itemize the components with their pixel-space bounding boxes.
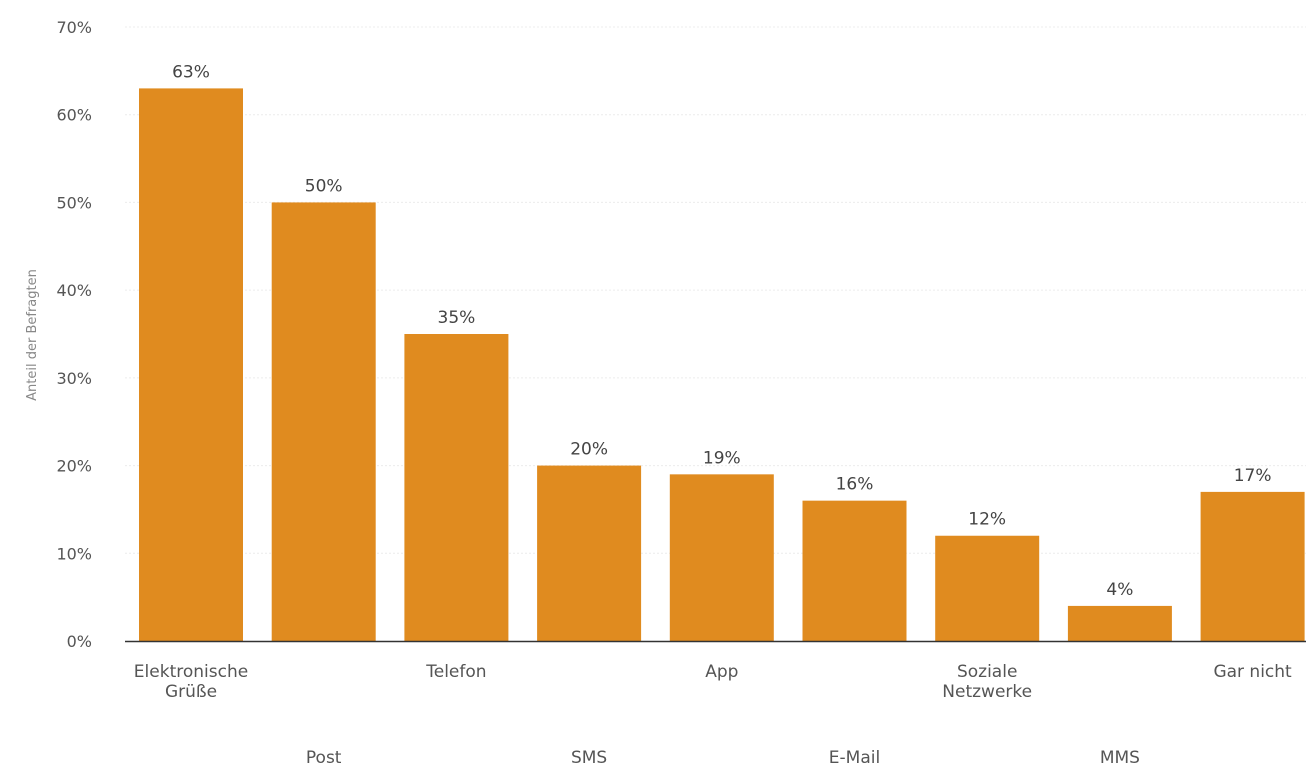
x-tick-label: Post bbox=[306, 748, 342, 768]
data-label: 12% bbox=[968, 510, 1006, 530]
bar bbox=[669, 474, 774, 641]
x-tick-label: Gar nicht bbox=[1213, 662, 1292, 682]
y-tick-label: 20% bbox=[56, 457, 92, 476]
y-tick-label: 10% bbox=[56, 544, 92, 563]
y-tick-label: 70% bbox=[56, 18, 92, 37]
data-label: 63% bbox=[172, 62, 210, 82]
x-tick-label: Elektronische Grüße bbox=[134, 662, 248, 702]
bar bbox=[139, 88, 243, 641]
y-axis: 0% 10% 20% 30% 40% 50% 60% 70% bbox=[56, 18, 92, 651]
value-labels: 63% 50% 35% 20% 19% 16% 12% 4% 17% bbox=[172, 62, 1271, 600]
bar bbox=[537, 465, 642, 641]
x-tick-label: App bbox=[705, 662, 738, 682]
data-label: 19% bbox=[703, 448, 741, 468]
y-tick-label: 50% bbox=[56, 193, 92, 212]
bar bbox=[1067, 605, 1172, 641]
y-axis-label: Anteil der Befragten bbox=[25, 269, 40, 401]
bar bbox=[271, 202, 376, 641]
bar bbox=[802, 500, 907, 641]
x-axis: Elektronische Grüße Post Telefon SMS App E-Mai… bbox=[125, 640, 1306, 768]
data-label: 4% bbox=[1106, 580, 1133, 600]
x-tick-label: Telefon bbox=[425, 662, 486, 682]
data-label: 17% bbox=[1234, 466, 1272, 486]
x-tick-label: E-Mail bbox=[829, 748, 880, 768]
y-tick-label: 30% bbox=[56, 369, 92, 388]
data-label: 50% bbox=[305, 176, 343, 196]
data-label: 35% bbox=[438, 308, 476, 328]
bar bbox=[404, 334, 509, 641]
y-tick-label: 0% bbox=[67, 632, 92, 651]
y-tick-label: 60% bbox=[56, 106, 92, 125]
bars bbox=[139, 88, 1305, 641]
bar bbox=[1200, 491, 1305, 641]
data-label: 16% bbox=[836, 475, 874, 495]
x-tick-label: SMS bbox=[571, 748, 607, 768]
data-label: 20% bbox=[570, 440, 608, 460]
x-tick-label: MMS bbox=[1100, 748, 1140, 768]
x-tick-label: Soziale Netzwerke bbox=[942, 662, 1032, 702]
bar bbox=[935, 535, 1040, 641]
y-tick-label: 40% bbox=[56, 281, 92, 300]
